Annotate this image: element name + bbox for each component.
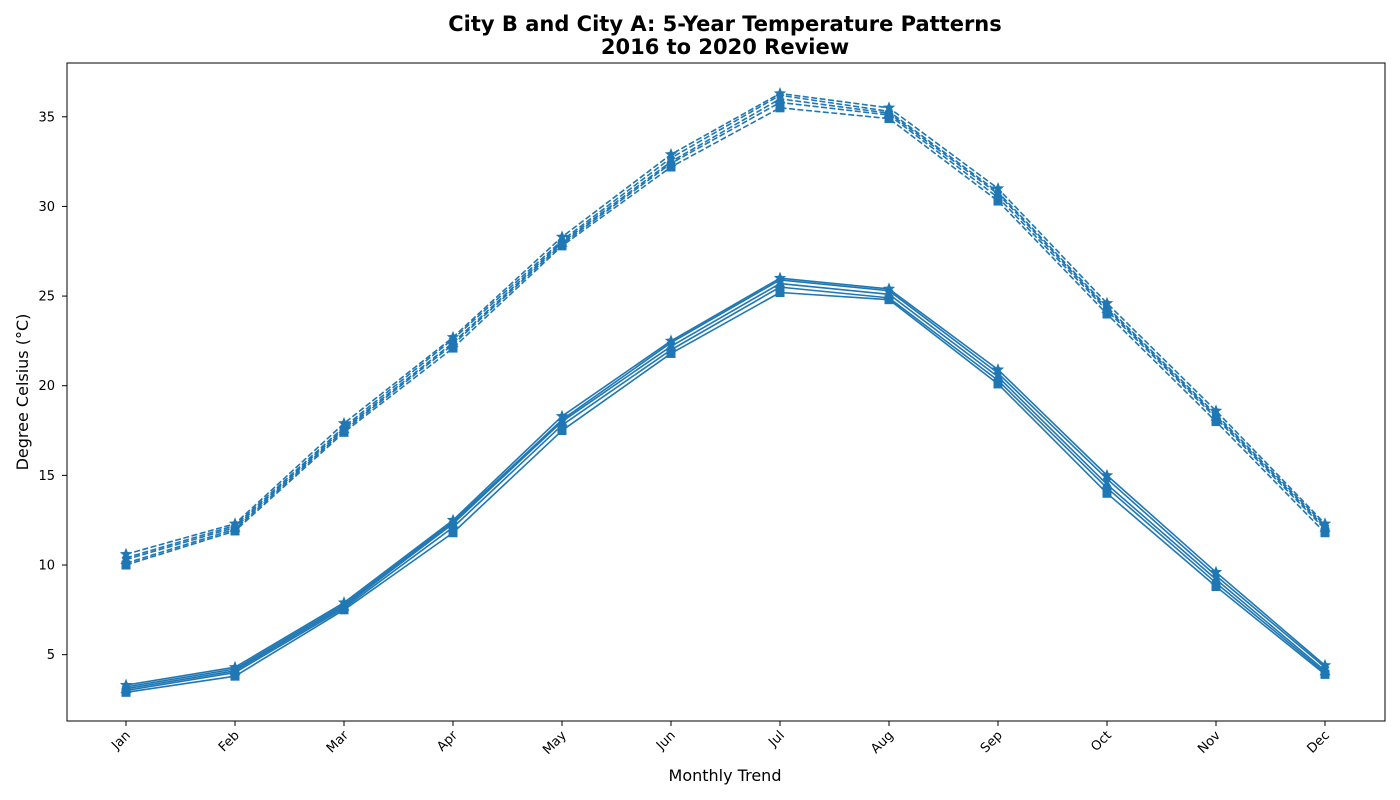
series-5 <box>119 86 1332 560</box>
y-tick-label: 25 <box>38 290 55 305</box>
x-tick-label: May <box>540 728 570 758</box>
data-point <box>1100 468 1114 481</box>
data-point <box>337 596 351 608</box>
data-point <box>991 182 1005 194</box>
x-tick-label: Jan <box>108 728 133 753</box>
series-line <box>125 94 1326 559</box>
data-point <box>228 660 242 673</box>
series-line <box>125 107 1326 566</box>
data-point <box>882 101 896 114</box>
y-axis-label: Degree Celsius (°C) <box>13 314 32 471</box>
data-point <box>119 678 133 691</box>
series-line <box>125 279 1326 688</box>
x-tick-label: Oct <box>1088 728 1115 755</box>
x-tick-label: Jun <box>653 728 679 754</box>
data-point <box>664 334 678 347</box>
data-point <box>337 416 351 429</box>
series-line <box>125 286 1326 692</box>
series-9 <box>121 274 1330 693</box>
chart-title-line-2: 2016 to 2020 Review <box>601 35 849 59</box>
data-point <box>555 230 569 243</box>
data-point <box>1318 658 1332 671</box>
x-tick-label: Aug <box>868 728 897 757</box>
x-axis-label: Monthly Trend <box>669 766 782 785</box>
data-point <box>664 147 678 160</box>
x-tick-label: Mar <box>324 728 352 756</box>
axis-layer: Jan Feb Mar Apr May Jun Jul Aug Sep Oct Nov Dec 5 10 1… <box>38 110 1332 758</box>
data-point <box>1209 404 1223 417</box>
plot-area-frame <box>66 62 1386 722</box>
data-point <box>1318 517 1332 530</box>
data-point <box>1100 296 1114 309</box>
series-4 <box>121 89 1330 564</box>
x-tick-label: Jul <box>765 728 787 750</box>
data-point <box>339 421 349 433</box>
series-line <box>125 277 1326 686</box>
chart-title-line-1: City B and City A: 5-Year Temperature Pa… <box>448 12 1002 36</box>
series-line <box>125 101 1326 564</box>
x-tick-label: Apr <box>434 728 461 755</box>
data-point <box>446 513 460 526</box>
series-layer <box>119 86 1332 697</box>
x-tick-label: Nov <box>1195 728 1224 757</box>
series-10 <box>119 271 1332 691</box>
data-point <box>555 409 569 422</box>
data-point <box>119 547 133 560</box>
y-tick-label: 5 <box>47 648 55 663</box>
x-tick-label: Feb <box>216 728 243 755</box>
y-tick-label: 35 <box>38 110 55 125</box>
y-tick-label: 20 <box>38 379 55 394</box>
data-point <box>991 363 1005 375</box>
data-point <box>882 282 896 295</box>
series-8 <box>120 278 1331 694</box>
y-tick-label: 10 <box>38 559 55 574</box>
series-line <box>125 291 1326 694</box>
y-tick-label: 30 <box>38 200 55 215</box>
x-tick-label: Sep <box>978 728 1006 756</box>
data-point <box>446 330 460 343</box>
data-point <box>228 517 242 530</box>
data-point <box>773 271 787 284</box>
series-3 <box>120 93 1331 565</box>
series-1 <box>121 103 1330 570</box>
series-line <box>125 282 1326 690</box>
series-2 <box>121 97 1330 568</box>
data-point <box>1209 565 1223 578</box>
series-line <box>125 98 1326 561</box>
y-tick-label: 15 <box>38 469 55 484</box>
x-tick-label: Dec <box>1304 728 1332 756</box>
data-point <box>773 86 787 99</box>
